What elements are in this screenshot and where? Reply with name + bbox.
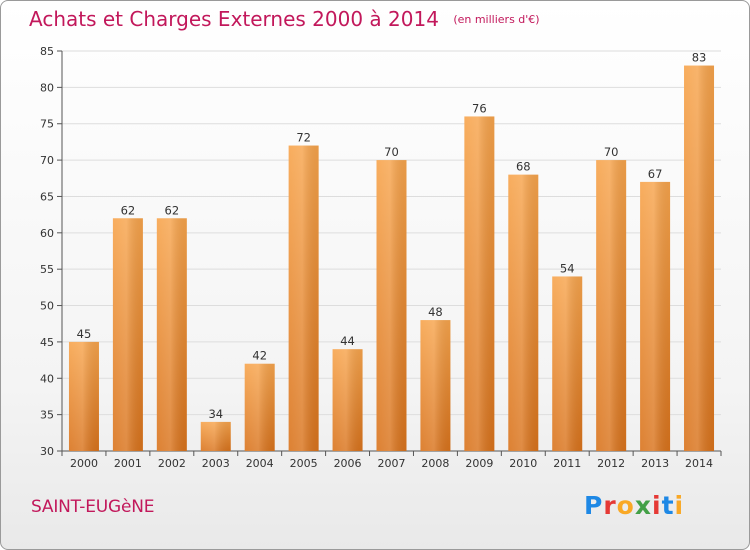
y-tick-label: 75	[40, 118, 54, 131]
data-label-2004: 42	[252, 349, 267, 363]
bar-shine-2011	[552, 276, 583, 451]
x-tick-label-2005: 2005	[290, 457, 318, 470]
data-label-2006: 44	[340, 334, 355, 348]
x-tick-label-2006: 2006	[334, 457, 362, 470]
x-tick-label-2011: 2011	[553, 457, 581, 470]
x-tick-label-2001: 2001	[114, 457, 142, 470]
data-label-2000: 45	[77, 327, 92, 341]
x-tick-label-2014: 2014	[685, 457, 713, 470]
bar-shine-2005	[288, 145, 319, 451]
data-labels: 45 62 62 34 42 72 44 70 48 76 68 54 70 67 83	[77, 51, 707, 421]
data-label-2009: 76	[472, 101, 487, 115]
x-tick-label-2009: 2009	[465, 457, 493, 470]
y-tick-label: 35	[40, 409, 54, 422]
x-tick-label-2002: 2002	[158, 457, 186, 470]
data-label-2005: 72	[296, 131, 311, 145]
x-tick-label-2004: 2004	[246, 457, 274, 470]
bar-shine-2007	[376, 160, 407, 451]
bar-shine-2004	[244, 363, 275, 451]
logo-letter: i	[652, 491, 662, 520]
y-tick-label: 40	[40, 372, 54, 385]
data-label-2014: 83	[692, 51, 707, 65]
y-tick-label: 30	[40, 445, 54, 458]
y-tick-label: 60	[40, 227, 54, 240]
bar-shine-2009	[464, 116, 495, 452]
data-label-2007: 70	[384, 145, 399, 159]
y-tick-label: 45	[40, 336, 54, 349]
y-tick-label: 65	[40, 190, 54, 203]
logo-letter: i	[674, 491, 685, 520]
logo-letter: P	[584, 491, 604, 520]
bar-shine-2012	[596, 160, 627, 451]
data-label-2013: 67	[648, 167, 663, 181]
data-label-2008: 48	[428, 305, 443, 319]
chart-title: Achats et Charges Externes 2000 à 2014 (…	[29, 7, 540, 31]
y-tick-label: 80	[40, 81, 54, 94]
logo-letter: o	[616, 491, 635, 520]
bar-shine-2001	[112, 218, 143, 451]
y-tick-label: 70	[40, 154, 54, 167]
x-tick-label-2012: 2012	[597, 457, 625, 470]
chart-title-text: Achats et Charges Externes 2000 à 2014	[29, 7, 439, 31]
bar-shine-2000	[68, 341, 99, 451]
data-label-2010: 68	[516, 160, 531, 174]
logo-letter: x	[634, 491, 652, 520]
chart-subtitle: (en milliers d'€)	[453, 13, 540, 26]
x-tick-label-2008: 2008	[421, 457, 449, 470]
y-tick-label: 85	[40, 45, 54, 58]
bar-shine-2006	[332, 349, 363, 451]
data-label-2012: 70	[604, 145, 619, 159]
logo-letter: t	[661, 491, 675, 520]
data-label-2001: 62	[121, 203, 136, 217]
bar-shine-2008	[420, 320, 451, 451]
x-tick-label-2000: 2000	[70, 457, 98, 470]
logo-letter: r	[603, 491, 617, 520]
data-label-2011: 54	[560, 261, 575, 275]
y-tick-label: 50	[40, 300, 54, 313]
bar-shine-2002	[156, 218, 187, 451]
bar-shine-2013	[640, 181, 671, 451]
proxiti-logo: Proxiti	[584, 491, 684, 520]
y-tick-label: 55	[40, 263, 54, 276]
bar-shine-2003	[200, 421, 231, 451]
bar-shine-2014	[684, 65, 715, 451]
x-tick-label-2013: 2013	[641, 457, 669, 470]
x-tick-label-2007: 2007	[378, 457, 406, 470]
bar-shine-2010	[508, 174, 539, 452]
bars	[68, 65, 715, 452]
data-label-2003: 34	[208, 407, 223, 421]
x-tick-label-2010: 2010	[509, 457, 537, 470]
data-label-2002: 62	[165, 203, 180, 217]
town-name: SAINT-EUGèNE	[31, 497, 155, 517]
x-tick-label-2003: 2003	[202, 457, 230, 470]
